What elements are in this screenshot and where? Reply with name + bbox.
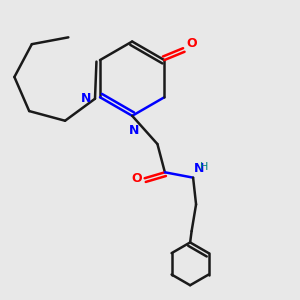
Text: O: O [132, 172, 142, 185]
Text: N: N [81, 92, 91, 105]
Text: N: N [194, 162, 204, 175]
Text: N: N [128, 124, 139, 137]
Text: O: O [186, 37, 197, 50]
Text: H: H [200, 162, 208, 172]
